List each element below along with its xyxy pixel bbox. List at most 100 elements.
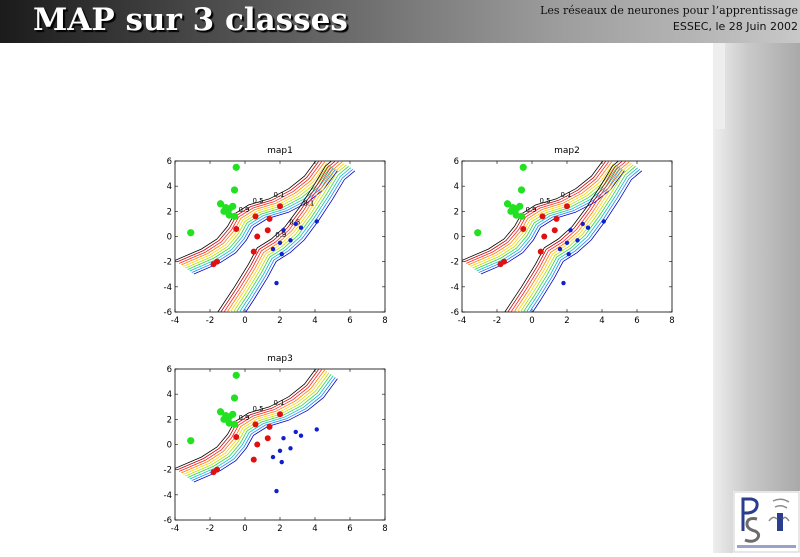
chart-title: map3 — [267, 354, 293, 364]
data-point-class2 — [497, 261, 504, 268]
y-tick-label: 2 — [167, 415, 172, 425]
y-tick-label: 0 — [167, 233, 172, 243]
contour-line — [476, 167, 621, 272]
x-tick-label: -4 — [171, 524, 179, 534]
data-point-class2 — [564, 203, 570, 210]
data-point-class3 — [575, 238, 580, 243]
contour-line — [217, 161, 333, 312]
slide-subtitle-date: ESSEC, le 28 Juin 2002 — [672, 20, 798, 33]
contour-line — [478, 169, 623, 273]
x-tick-label: 2 — [277, 316, 282, 326]
data-point-class3 — [279, 251, 284, 257]
data-point-class3 — [314, 427, 319, 432]
y-tick-label: 4 — [167, 390, 172, 400]
data-point-class1 — [230, 394, 239, 402]
data-point-class1 — [230, 186, 239, 194]
x-tick-label: 4 — [312, 316, 317, 326]
data-point-class3 — [274, 280, 279, 286]
contour-line — [183, 371, 328, 475]
slide-subtitle-course: Les réseaux de neurones pour l’apprentis… — [540, 4, 798, 17]
chart-title: map2 — [554, 146, 580, 156]
contour-line — [466, 161, 610, 264]
data-point-class1 — [220, 207, 228, 215]
contour-line — [510, 161, 627, 312]
data-point-class2 — [551, 227, 558, 234]
data-point-class1 — [516, 202, 524, 210]
data-point-class2 — [254, 441, 261, 448]
contour-line — [176, 369, 320, 471]
data-point-class2 — [537, 248, 544, 255]
data-point-class2 — [233, 225, 240, 232]
x-tick-label: -4 — [458, 316, 466, 326]
y-tick-label: -2 — [164, 466, 172, 476]
y-tick-label: -6 — [164, 308, 172, 318]
y-tick-label: 0 — [167, 441, 172, 451]
chart-map1: map1-4-202468-6-4-202460.90.50.10.90.50.… — [164, 146, 388, 326]
x-tick-label: -2 — [206, 524, 214, 534]
y-tick-label: -4 — [164, 491, 172, 501]
data-point-class1 — [230, 420, 239, 428]
data-point-class1 — [229, 202, 237, 210]
x-tick-label: 4 — [599, 316, 604, 326]
x-tick-label: 6 — [347, 524, 352, 534]
data-point-class3 — [277, 240, 283, 245]
data-point-class2 — [250, 456, 257, 463]
data-point-class3 — [293, 429, 298, 435]
data-point-class3 — [566, 251, 571, 257]
data-point-class2 — [250, 248, 257, 255]
contour-line — [480, 170, 625, 275]
contour-line — [516, 162, 632, 312]
x-tick-label: 6 — [634, 316, 639, 326]
data-point-class1 — [216, 200, 225, 208]
contour-label: 0.9 — [239, 414, 250, 422]
data-point-class1 — [187, 229, 195, 237]
y-tick-label: -4 — [164, 283, 172, 293]
contour-line — [220, 161, 336, 312]
contour-label: 0.1 — [303, 200, 314, 208]
data-point-class2 — [264, 435, 271, 442]
contour-line — [193, 378, 338, 483]
data-point-class3 — [314, 219, 319, 224]
data-point-class3 — [557, 246, 563, 252]
slide-header: MAP sur 3 classes Les réseaux de neurone… — [0, 0, 800, 43]
data-point-class3 — [281, 228, 286, 233]
contour-label: 0.5 — [540, 197, 551, 205]
data-point-class2 — [266, 423, 273, 430]
contour-line — [175, 369, 317, 469]
x-tick-label: 4 — [312, 524, 317, 534]
contour-line — [229, 162, 345, 312]
data-point-class2 — [539, 213, 546, 220]
data-point-class3 — [564, 240, 570, 245]
slide-title: MAP sur 3 classes — [33, 2, 348, 38]
x-tick-label: -4 — [171, 316, 179, 326]
data-point-class2 — [520, 225, 527, 232]
contour-line — [513, 161, 630, 312]
contour-line — [176, 161, 320, 263]
data-point-class1 — [187, 437, 195, 445]
contour-line — [245, 170, 356, 312]
data-point-class1 — [220, 415, 228, 423]
data-point-class3 — [270, 246, 276, 252]
contour-line — [226, 161, 343, 312]
data-point-class2 — [277, 411, 283, 418]
sidebar-tab — [713, 43, 725, 129]
x-tick-label: 8 — [382, 316, 387, 326]
data-point-class3 — [298, 433, 304, 438]
contour-line — [525, 167, 638, 312]
contour-label: 0.9 — [239, 206, 250, 214]
logo-emblem-icon — [733, 491, 800, 553]
data-point-class3 — [561, 280, 566, 286]
data-point-class2 — [233, 433, 240, 440]
decorative-sidebar — [713, 43, 800, 553]
y-tick-label: -2 — [164, 258, 172, 268]
contour-label: 0.1 — [274, 399, 285, 407]
contour-line — [179, 161, 323, 264]
contour-line — [504, 161, 620, 312]
plot-area — [174, 368, 386, 521]
contour-line — [242, 168, 354, 312]
contour-line — [191, 377, 336, 481]
data-point-class2 — [210, 261, 217, 268]
data-point-class3 — [601, 219, 606, 224]
